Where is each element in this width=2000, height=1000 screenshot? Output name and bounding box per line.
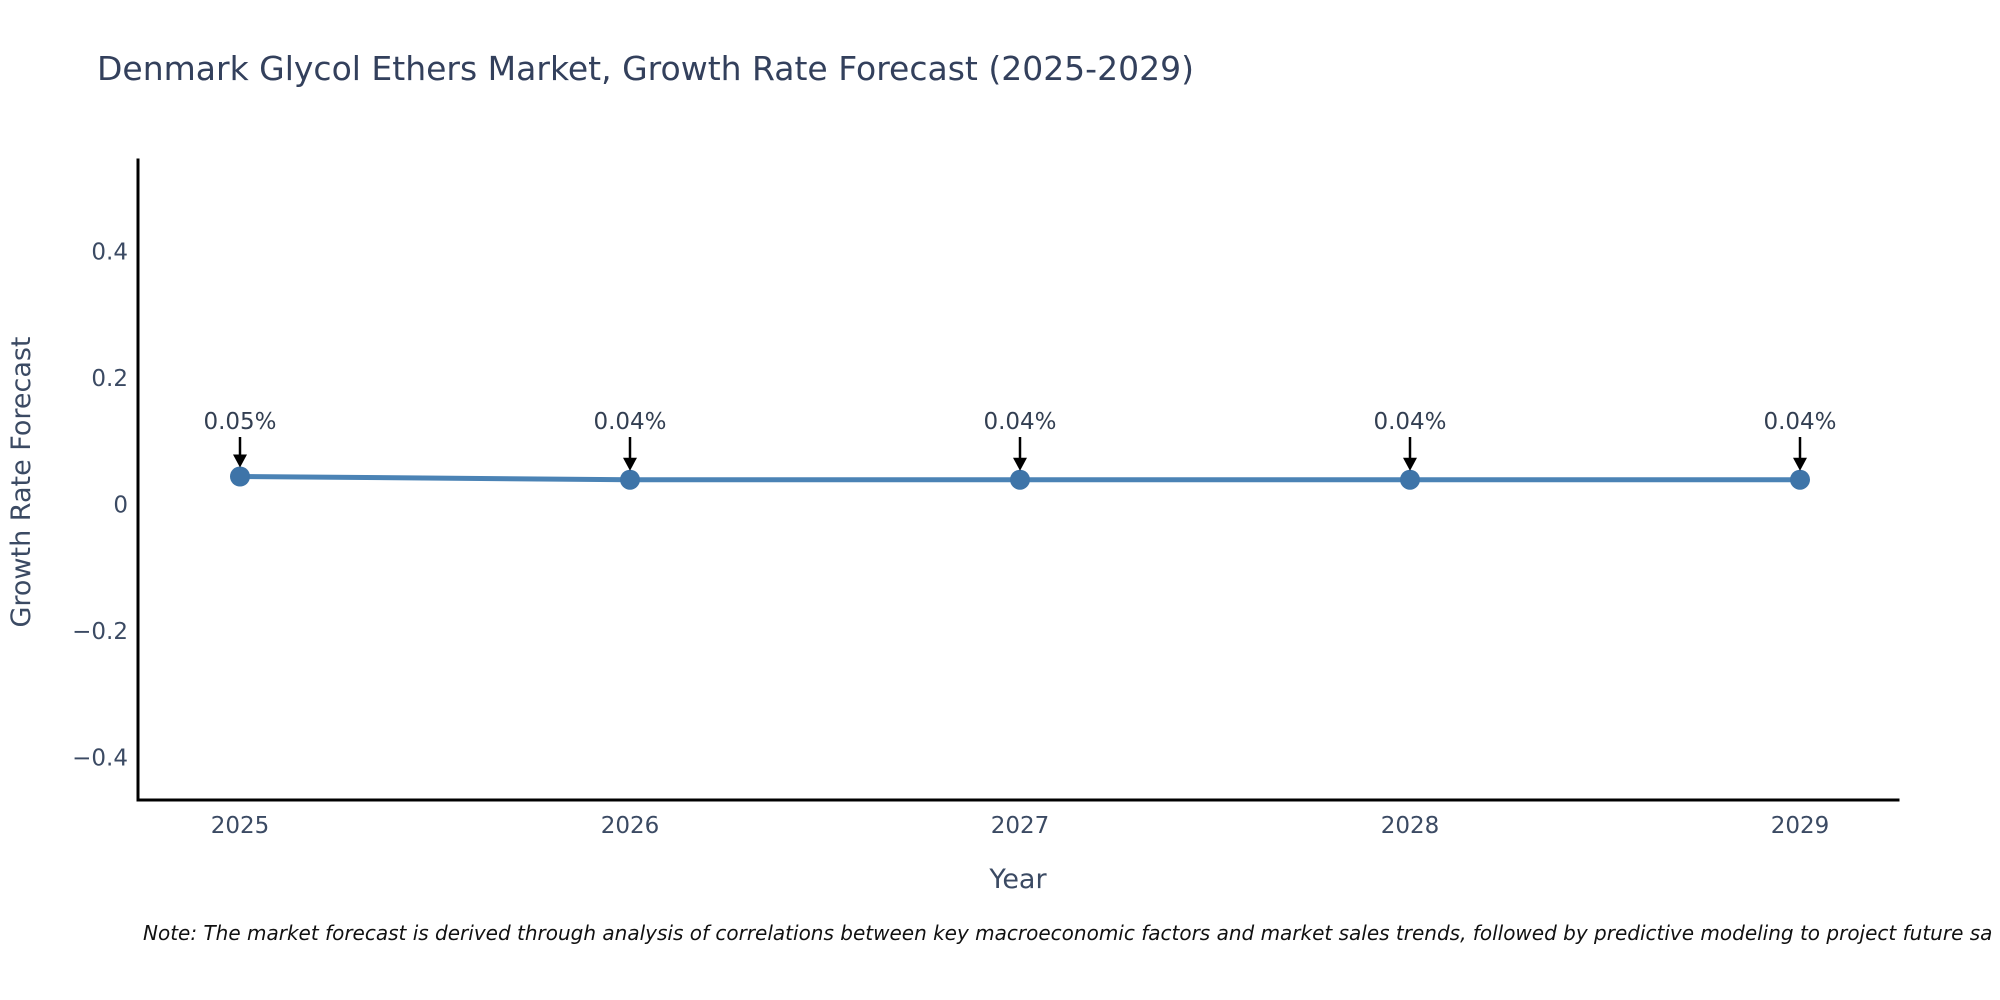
x-tick-label: 2026 bbox=[601, 813, 660, 839]
y-tick-label: 0 bbox=[113, 492, 128, 518]
annotation-arrowhead bbox=[1793, 457, 1807, 471]
data-point-marker bbox=[1400, 469, 1420, 490]
data-point-marker bbox=[620, 469, 640, 490]
x-tick-label: 2025 bbox=[211, 813, 270, 839]
annotation-arrowhead bbox=[1403, 457, 1417, 471]
data-point-marker bbox=[1790, 469, 1810, 490]
x-axis-label: Year bbox=[988, 864, 1047, 895]
point-annotation-label: 0.04% bbox=[1373, 409, 1446, 435]
chart-title: Denmark Glycol Ethers Market, Growth Rat… bbox=[97, 49, 1194, 88]
x-tick-label: 2028 bbox=[1381, 813, 1440, 839]
x-tick-label: 2029 bbox=[1771, 813, 1830, 839]
y-axis-label: Growth Rate Forecast bbox=[6, 336, 37, 627]
y-tick-label: 0.2 bbox=[91, 366, 128, 392]
annotation-arrowhead bbox=[1013, 457, 1027, 471]
y-tick-label: 0.4 bbox=[91, 239, 128, 265]
plot-area: 0.4 0.2 0 −0.2 −0.4 2025 2026 2027 2028 2029 0.05%… bbox=[72, 239, 1836, 839]
annotation-arrowhead bbox=[233, 454, 247, 468]
y-tick-label: −0.4 bbox=[72, 745, 128, 771]
point-annotation-label: 0.04% bbox=[983, 409, 1056, 435]
x-tick-label: 2027 bbox=[991, 813, 1050, 839]
point-annotation-label: 0.04% bbox=[1763, 409, 1836, 435]
footnote: Note: The market forecast is derived thr… bbox=[143, 921, 1992, 945]
annotation-arrowhead bbox=[623, 457, 637, 471]
data-point-marker bbox=[230, 466, 250, 487]
data-point-marker bbox=[1010, 469, 1030, 490]
axis-spines bbox=[136, 158, 1900, 802]
point-annotation-label: 0.05% bbox=[203, 409, 276, 435]
y-tick-label: −0.2 bbox=[72, 619, 128, 645]
point-annotation-label: 0.04% bbox=[593, 409, 666, 435]
